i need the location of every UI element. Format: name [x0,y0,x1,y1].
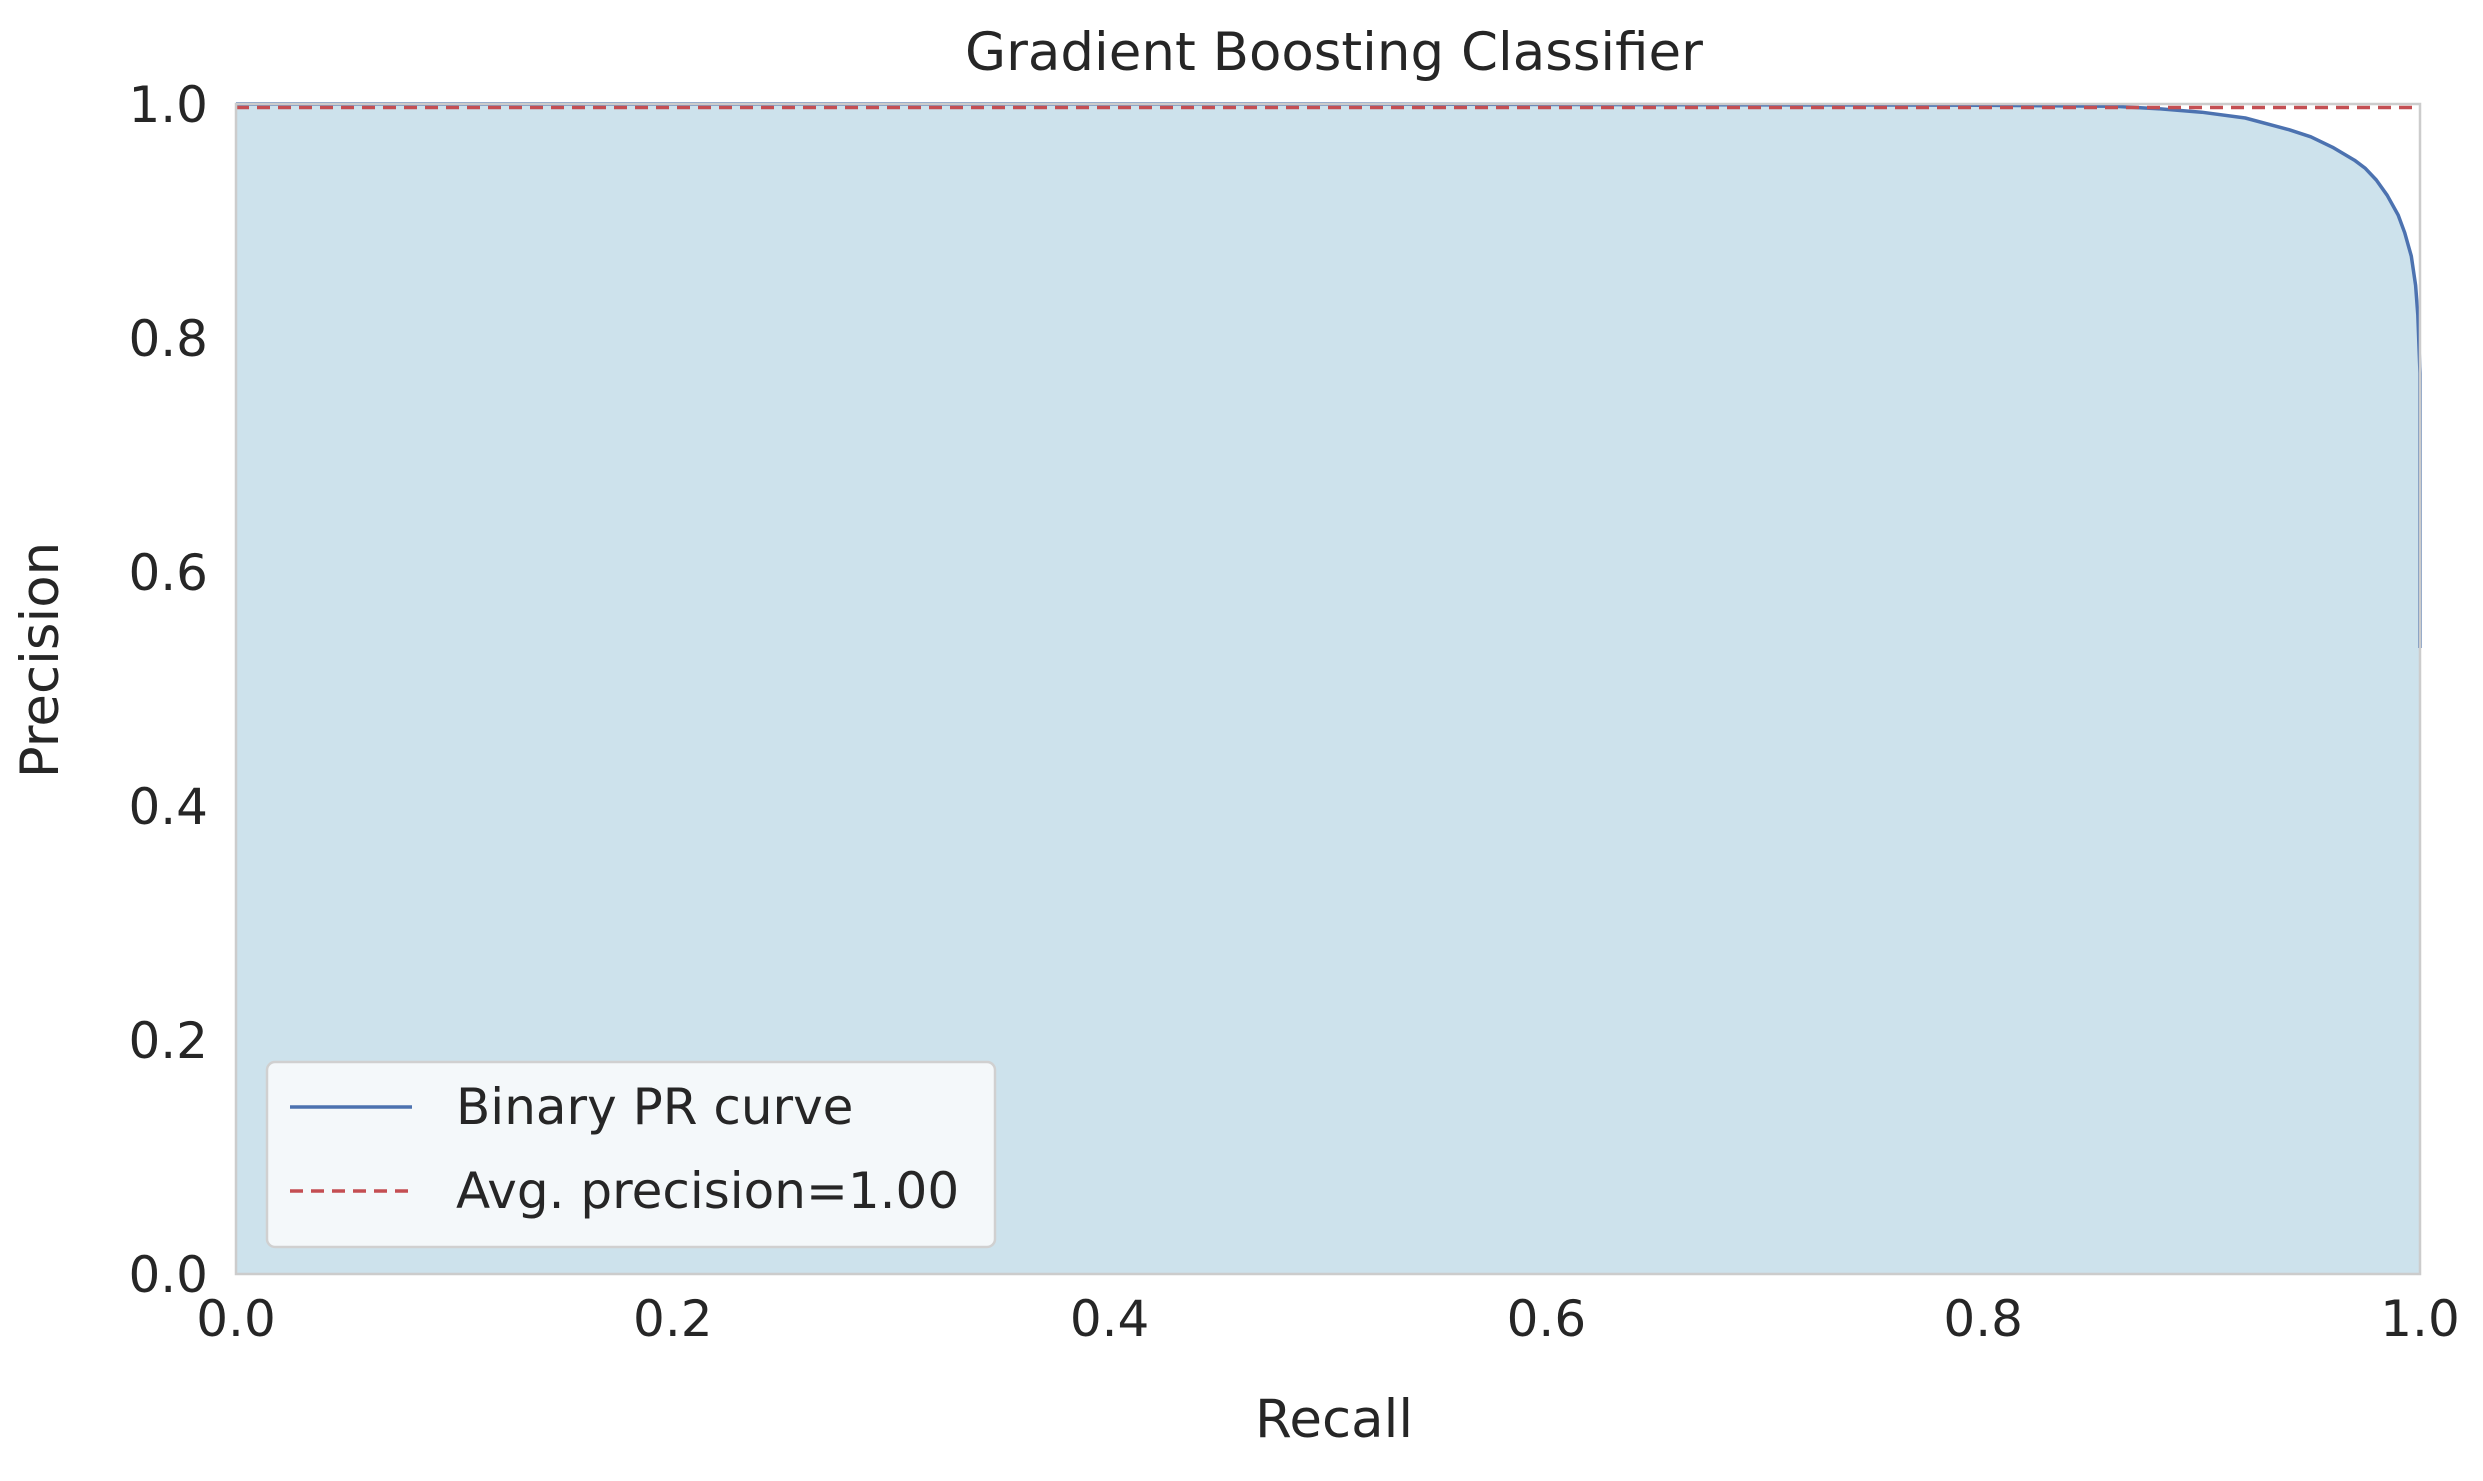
plot-frame [234,102,2422,1276]
legend: Binary PR curve Avg. precision=1.00 [265,1060,997,1249]
y-tick-label: 0.2 [128,1012,208,1070]
legend-box [265,1060,997,1249]
legend-avg-precision-label: Avg. precision=1.00 [456,1162,959,1220]
pr-curve-area-fill [236,104,2420,1274]
x-tick-label: 0.6 [1507,1290,1587,1348]
x-axis-label: Recall [1255,1389,1413,1450]
y-tick-label: 1.0 [128,76,208,134]
x-tick-label: 0.8 [1943,1290,2023,1348]
y-tick-label: 0.6 [128,544,208,602]
y-tick-label: 0.8 [128,310,208,368]
x-tick-labels: 0.0 0.2 0.4 0.6 0.8 1.0 [196,1290,2460,1348]
chart-title: Gradient Boosting Classifier [965,22,1703,83]
y-tick-label: 0.4 [128,778,208,836]
y-axis-label: Precision [10,542,71,778]
x-tick-label: 1.0 [2380,1290,2460,1348]
legend-pr-curve-label: Binary PR curve [456,1078,853,1136]
y-tick-labels: 0.0 0.2 0.4 0.6 0.8 1.0 [128,76,208,1304]
y-tick-label: 0.0 [128,1246,208,1304]
x-tick-label: 0.2 [633,1290,713,1348]
x-tick-label: 0.0 [196,1290,276,1348]
x-tick-label: 0.4 [1070,1290,1150,1348]
